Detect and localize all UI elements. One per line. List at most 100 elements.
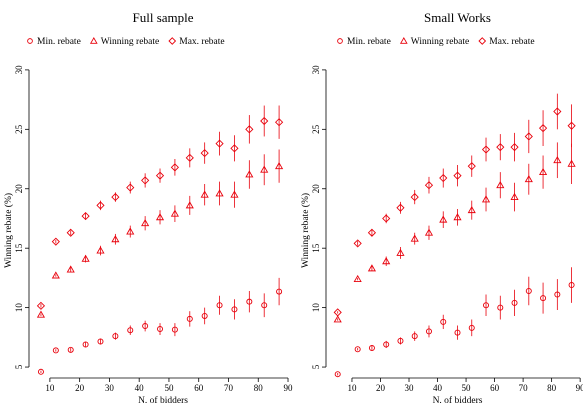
data-point [246, 298, 253, 305]
data-point [511, 299, 518, 306]
data-point [215, 139, 224, 148]
data-point [112, 333, 119, 340]
data-point [51, 271, 60, 279]
x-tick-label: 50 [462, 383, 472, 393]
data-point [383, 341, 390, 348]
x-tick-label: 40 [433, 383, 443, 393]
data-point [410, 234, 419, 242]
data-point [185, 153, 194, 162]
x-tick-label: 90 [284, 383, 294, 393]
data-point [52, 347, 59, 354]
series-diamond [36, 105, 284, 310]
data-point [37, 368, 44, 375]
data-point [554, 291, 561, 298]
data-point [201, 312, 208, 319]
x-tick-label: 70 [224, 383, 234, 393]
x-tick-label: 60 [194, 383, 204, 393]
x-tick-label: 10 [45, 383, 55, 393]
data-point [66, 265, 75, 273]
legend-marker [27, 38, 33, 44]
x-tick-label: 20 [75, 383, 85, 393]
data-point [127, 327, 134, 334]
data-point [424, 228, 434, 236]
data-point [141, 176, 150, 185]
legend-entry: Winning rebate [101, 37, 159, 47]
data-point [396, 248, 405, 256]
x-tick-label: 80 [254, 383, 264, 393]
legend-marker [337, 38, 343, 44]
data-point [411, 333, 418, 340]
series-triangle [333, 142, 576, 323]
data-point [453, 213, 462, 221]
data-point [66, 228, 75, 237]
y-tick-label: 25 [311, 124, 321, 134]
data-point [510, 143, 519, 152]
data-point [82, 341, 89, 348]
data-point [333, 315, 342, 323]
data-point [276, 288, 283, 295]
data-point [481, 145, 491, 154]
data-point [425, 328, 432, 335]
chart-title: Full sample [132, 10, 193, 25]
y-tick-label: 5 [14, 364, 24, 369]
x-axis-label: N. of bidders [138, 395, 188, 406]
data-point [525, 287, 532, 294]
y-tick-label: 30 [311, 65, 321, 75]
legend-entry: Min. rebate [37, 37, 81, 47]
data-point [440, 318, 447, 325]
data-point [396, 203, 405, 212]
data-point [410, 192, 419, 202]
data-point [553, 156, 562, 164]
data-point [230, 144, 239, 153]
legend-marker [478, 37, 487, 45]
data-point [353, 239, 362, 248]
data-point [367, 264, 377, 272]
y-tick-label: 30 [14, 65, 24, 75]
legend-entry: Max. rebate [179, 37, 224, 47]
data-point [96, 201, 105, 210]
data-point [567, 159, 576, 167]
x-tick-label: 90 [576, 383, 583, 393]
data-point [367, 228, 377, 237]
y-tick-label: 20 [311, 184, 321, 194]
x-tick-label: 20 [376, 383, 386, 393]
x-tick-label: 50 [164, 383, 174, 393]
data-point [567, 121, 576, 130]
data-point [155, 213, 165, 221]
series-diamond [333, 93, 576, 317]
data-point [439, 215, 448, 223]
data-point [81, 254, 90, 262]
legend-marker [399, 37, 408, 44]
data-point [467, 162, 476, 171]
legend-entry: Min. rebate [347, 37, 391, 47]
data-point [568, 282, 575, 289]
y-axis-label: Winning rebate (%) [300, 193, 311, 268]
data-point [382, 257, 391, 265]
data-point [496, 143, 505, 152]
data-point [382, 214, 391, 223]
data-point [453, 171, 462, 180]
series-circle [37, 277, 283, 375]
data-point [126, 183, 135, 192]
data-point [215, 189, 224, 197]
data-point [155, 171, 165, 180]
data-point [424, 181, 434, 190]
data-point [483, 302, 490, 309]
data-point [538, 167, 548, 176]
data-point [97, 338, 104, 345]
data-point [333, 308, 342, 317]
data-point [216, 302, 223, 309]
x-tick-label: 80 [547, 383, 557, 393]
data-point [275, 118, 284, 127]
data-point [496, 180, 505, 189]
data-point [231, 306, 238, 313]
data-point [397, 337, 404, 344]
x-tick-label: 40 [135, 383, 145, 393]
x-tick-label: 70 [519, 383, 529, 393]
data-point [171, 326, 178, 333]
x-tick-label: 10 [347, 383, 357, 393]
legend: Min. rebate Winning rebate Max. rebate [337, 37, 535, 47]
legend-marker [168, 37, 177, 45]
y-tick-label: 5 [311, 364, 321, 369]
legend: Min. rebate Winning rebate Max. rebate [27, 37, 225, 47]
